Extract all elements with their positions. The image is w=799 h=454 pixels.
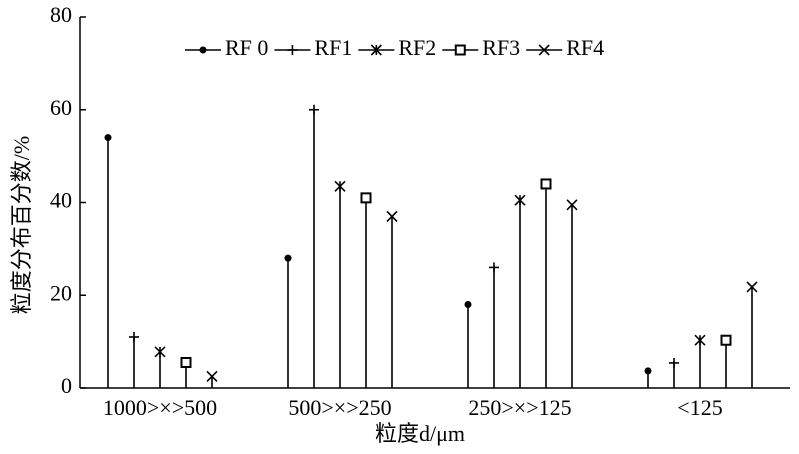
marker-x	[206, 370, 218, 382]
stroke	[566, 199, 578, 211]
legend-label: RF1	[314, 35, 352, 60]
marker-circle	[644, 367, 652, 375]
box	[540, 178, 552, 190]
stroke	[538, 44, 550, 56]
box	[454, 44, 466, 56]
stroke	[746, 281, 758, 293]
marker-circle	[199, 46, 207, 54]
marker-square	[540, 178, 552, 190]
marker-x	[566, 199, 578, 211]
marker-star	[514, 194, 526, 206]
dot	[104, 134, 112, 142]
box	[360, 192, 372, 204]
y-tick-label: 20	[50, 280, 72, 305]
x-tick-label: 250>×>125	[468, 395, 571, 420]
y-axis-label: 粒度分布百分数/%	[9, 136, 34, 314]
marker-star	[370, 44, 382, 56]
box	[720, 334, 732, 346]
y-tick-label: 80	[50, 2, 72, 27]
stroke	[206, 370, 218, 382]
marker-plus	[669, 357, 679, 368]
legend-label: RF 0	[225, 35, 268, 60]
y-tick-label: 0	[61, 373, 72, 398]
marker-square	[720, 334, 732, 346]
dot	[284, 254, 292, 262]
dot	[199, 46, 207, 54]
legend-label: RF3	[482, 35, 520, 60]
box	[180, 356, 192, 368]
marker-square	[360, 192, 372, 204]
x-tick-label: <125	[677, 395, 722, 420]
y-tick-label: 40	[50, 188, 72, 213]
x-tick-label: 500>×>250	[288, 395, 391, 420]
marker-x	[538, 44, 550, 56]
marker-plus	[309, 104, 319, 115]
marker-star	[694, 334, 706, 346]
marker-plus	[129, 331, 139, 342]
x-tick-label: 1000>×>500	[103, 395, 217, 420]
marker-circle	[464, 301, 472, 309]
marker-square	[180, 356, 192, 368]
stroke	[386, 210, 398, 222]
marker-x	[386, 210, 398, 222]
x-axis-label: 粒度d/μm	[375, 421, 465, 446]
marker-star	[154, 346, 166, 358]
marker-x	[746, 281, 758, 293]
marker-circle	[104, 134, 112, 142]
legend-label: RF2	[398, 35, 436, 60]
dot	[464, 301, 472, 309]
marker-plus	[287, 45, 298, 55]
marker-square	[454, 44, 466, 56]
y-tick-label: 60	[50, 95, 72, 120]
legend-label: RF4	[566, 35, 604, 60]
dot	[644, 367, 652, 375]
marker-star	[334, 180, 346, 192]
marker-plus	[489, 262, 499, 273]
marker-circle	[284, 254, 292, 262]
